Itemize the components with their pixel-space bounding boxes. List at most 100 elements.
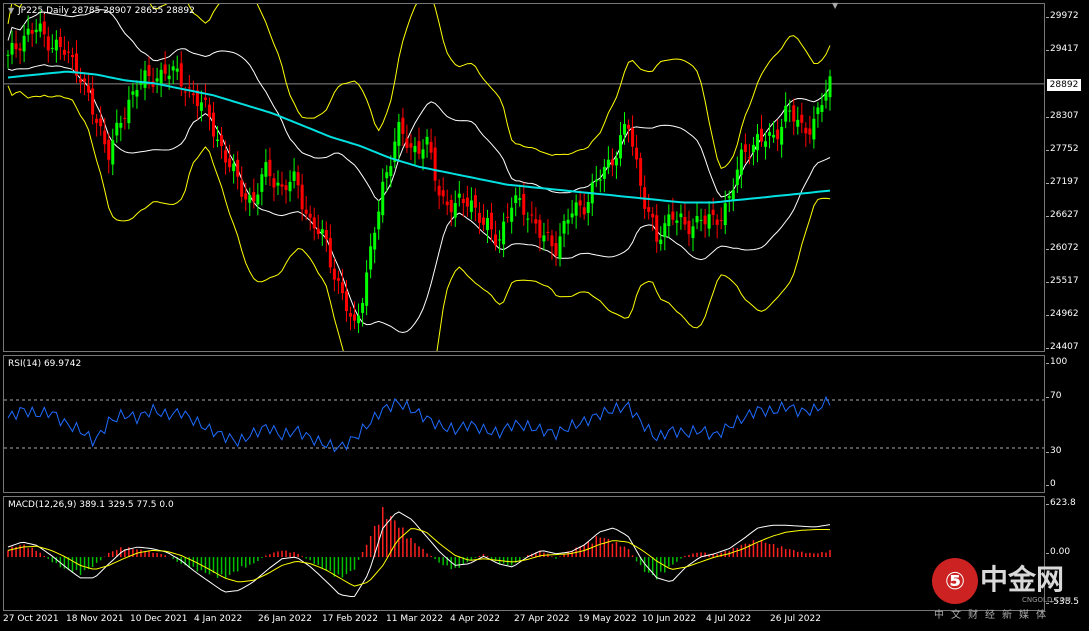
candle-body (179, 63, 183, 87)
candle-body (369, 246, 373, 270)
candle-body (264, 162, 268, 177)
candle-body (691, 226, 695, 238)
candle-body (252, 192, 256, 202)
candle-body (506, 216, 510, 218)
candle-body (683, 216, 687, 225)
candle-body (54, 39, 58, 51)
date-label: 10 Jun 2022 (642, 614, 697, 624)
envelope-outer-lower-line (7, 85, 831, 351)
candle-body (647, 207, 651, 212)
candle-body (715, 219, 719, 225)
candle-body (187, 87, 191, 89)
candle-body (546, 231, 550, 233)
candle-body (562, 220, 566, 234)
candle-body (469, 200, 473, 212)
candle-body (768, 132, 772, 136)
candle-body (453, 203, 457, 218)
candle-body (14, 43, 18, 50)
cngold-logo: ⑤ 中金网 CNGOLD.COM 中文财经新媒体 (932, 558, 1082, 628)
candle-body (739, 149, 743, 175)
date-label: 4 Jul 2022 (706, 614, 752, 624)
candle-body (731, 190, 735, 201)
candle-body (477, 212, 481, 223)
candle-body (457, 193, 461, 198)
candle-body (312, 217, 316, 229)
candle-body (87, 85, 91, 93)
date-label: 26 Jan 2022 (258, 614, 312, 624)
collapse-triangle-icon[interactable]: ▼ (8, 6, 15, 15)
candle-body (393, 141, 397, 163)
candle-body (812, 118, 816, 140)
candle-body (199, 102, 203, 111)
candle-body (808, 128, 812, 135)
candle-body (316, 228, 320, 234)
candle-body (26, 28, 30, 35)
candle-body (377, 211, 381, 230)
candle-body (518, 198, 522, 200)
candle-body (155, 78, 159, 82)
candle-body (83, 78, 87, 82)
candle-body (70, 54, 74, 58)
candle-body (79, 79, 83, 83)
candle-body (119, 122, 123, 128)
candle-body (780, 126, 784, 145)
candle-body (268, 159, 272, 177)
candle-body (570, 213, 574, 218)
date-label: 4 Apr 2022 (450, 614, 500, 624)
candle-body (228, 158, 232, 168)
candle-body (522, 193, 526, 215)
candle-body (413, 145, 417, 153)
rsi-tick: 100 (1045, 357, 1068, 367)
candle-body (381, 181, 385, 216)
logo-name: 中金网 (980, 563, 1065, 596)
candle-body (42, 21, 46, 35)
date-label: 19 May 2022 (578, 614, 637, 624)
candle-body (445, 201, 449, 206)
candle-body (127, 99, 131, 124)
candle-body (723, 203, 727, 226)
macd-axis: 623.8 0.00 -538.5 (1045, 496, 1089, 611)
price-chart-panel[interactable]: ▼ JP225,Daily 28785 28907 28655 28892 ▼ (3, 1, 1045, 352)
candle-body (344, 291, 348, 312)
candle-body (703, 215, 707, 225)
candle-body (743, 144, 747, 153)
macd-chart-svg (7, 507, 831, 598)
date-axis: 27 Oct 2021 18 Nov 2021 10 Dec 2021 4 Ja… (0, 612, 1046, 631)
candle-body (667, 214, 671, 227)
candle-body (510, 207, 514, 222)
candle-body (824, 92, 828, 101)
price-tick: 27752 (1046, 144, 1079, 154)
price-tick: 26627 (1046, 210, 1079, 220)
candle-body (623, 124, 626, 135)
candle-body (272, 178, 276, 188)
candle-body (232, 163, 236, 172)
rsi-label: RSI(14) 69.9742 (8, 359, 82, 369)
rsi-axis: 100 70 30 0 (1045, 355, 1089, 493)
candle-body (292, 171, 296, 181)
macd-panel[interactable]: MACD(12,26,9) 389.1 329.5 77.5 0.0 (3, 496, 1045, 611)
candle-body (107, 139, 111, 160)
rsi-chart-svg (4, 395, 1044, 453)
candle-body (784, 105, 788, 122)
candle-body (578, 200, 582, 206)
chart-title: JP225,Daily 28785 28907 28655 28892 (18, 6, 195, 16)
price-tick: 29417 (1046, 44, 1079, 54)
candle-body (582, 207, 586, 215)
candle-body (663, 223, 667, 238)
candle-body (598, 179, 602, 181)
envelope-inner-lower-line (7, 64, 831, 334)
candle-body (538, 219, 542, 238)
candle-body (639, 158, 643, 186)
candle-body (248, 195, 252, 203)
candle-body (751, 144, 755, 153)
candle-body (207, 104, 211, 118)
rsi-panel[interactable]: RSI(14) 69.9742 (3, 355, 1045, 493)
chart-shift-marker-icon[interactable]: ▼ (832, 1, 839, 10)
candle-body (389, 166, 393, 177)
current-price-box: 28892 (1047, 79, 1081, 91)
candle-body (135, 90, 139, 97)
envelope-inner-upper-line (7, 9, 831, 202)
candle-body (75, 53, 78, 76)
candle-body (183, 91, 187, 93)
candle-body (490, 212, 494, 230)
